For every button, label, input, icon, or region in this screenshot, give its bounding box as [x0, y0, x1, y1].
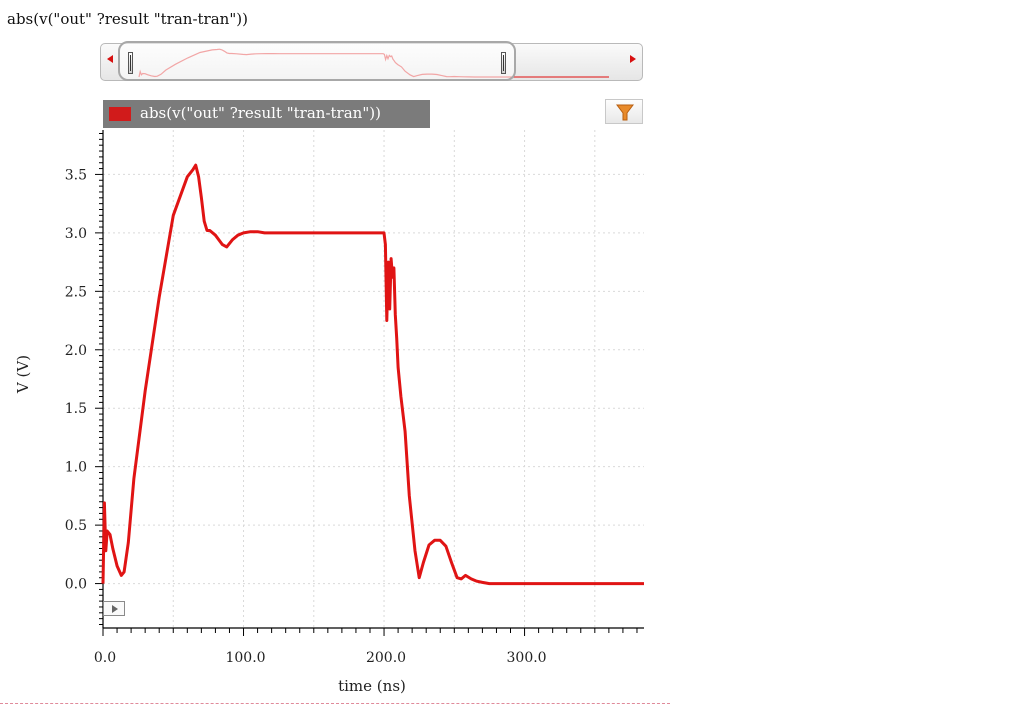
arrow-right-icon[interactable]: [630, 55, 636, 63]
y-axis-title: V (V): [14, 355, 32, 394]
legend-label: abs(v("out" ?result "tran-tran")): [140, 104, 381, 122]
y-tick-label: 3.0: [65, 226, 87, 242]
arrow-left-icon[interactable]: [107, 55, 113, 63]
navigator-left-handle[interactable]: [128, 52, 133, 74]
y-tick-label: 3.5: [65, 167, 87, 183]
panel-separator: [0, 703, 670, 704]
trace-legend-item[interactable]: abs(v("out" ?result "tran-tran")): [103, 100, 430, 128]
navigator-view-window[interactable]: [118, 41, 516, 81]
x-tick-label: 200.0: [366, 650, 406, 666]
x-tick-label: 300.0: [507, 650, 547, 666]
overview-navigator[interactable]: [100, 41, 643, 81]
navigator-right-handle[interactable]: [501, 52, 506, 74]
window-title: abs(v("out" ?result "tran-tran")): [7, 10, 248, 28]
filter-funnel-icon: [616, 104, 634, 121]
y-tick-label: 0.5: [65, 518, 87, 534]
series-line: [101, 163, 644, 586]
x-tick-label: 100.0: [225, 650, 265, 666]
filter-button[interactable]: [605, 99, 643, 124]
y-tick-label: 2.0: [65, 343, 87, 359]
x-tick-label: 0.0: [94, 650, 116, 666]
y-tick-label: 2.5: [65, 284, 87, 300]
y-tick-label: 1.0: [65, 460, 87, 476]
y-tick-label: 0.0: [65, 577, 87, 593]
play-button[interactable]: [103, 601, 125, 616]
legend-color-swatch: [109, 107, 131, 121]
x-axis-title: time (ns): [338, 677, 406, 695]
y-tick-label: 1.5: [65, 401, 87, 417]
